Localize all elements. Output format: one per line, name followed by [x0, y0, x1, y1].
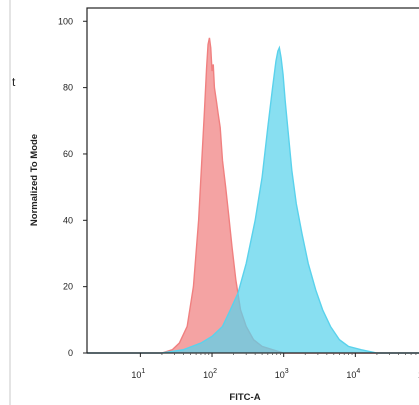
series-2-area	[87, 47, 419, 353]
series-2-outline	[87, 45, 419, 354]
series-layer	[87, 37, 419, 354]
x-tick-label: 102	[203, 368, 217, 380]
edge-text-fragment: t	[12, 75, 16, 89]
axis-layer: 020406080100101102103104105	[58, 16, 419, 380]
y-tick-label: 60	[63, 149, 73, 159]
y-tick-label: 20	[63, 282, 73, 292]
x-tick-label: 104	[346, 368, 360, 380]
y-tick-label: 80	[63, 83, 73, 93]
x-tick-label: 103	[275, 368, 289, 380]
x-tick-label: 101	[131, 368, 145, 380]
y-tick-label: 100	[58, 16, 73, 26]
y-axis-title: Normalized To Mode	[29, 134, 40, 226]
y-tick-label: 0	[68, 348, 73, 358]
x-axis-title: FITC-A	[229, 392, 260, 403]
y-tick-label: 40	[63, 215, 73, 225]
plot-frame	[86, 7, 419, 354]
